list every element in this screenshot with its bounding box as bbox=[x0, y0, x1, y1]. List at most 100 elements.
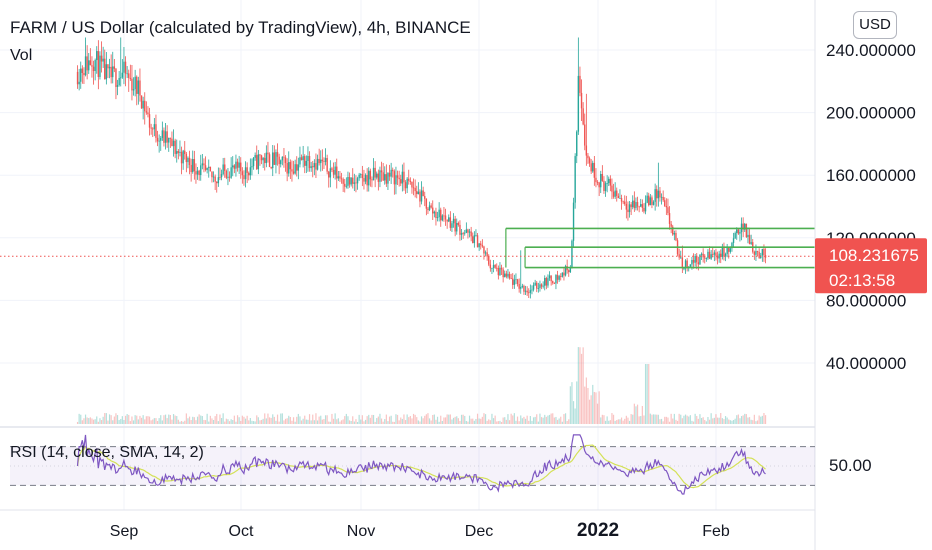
volume-bar bbox=[676, 420, 679, 424]
volume-bar bbox=[529, 416, 531, 424]
rsi-label: RSI (14, close, SMA, 14, 2) bbox=[10, 444, 204, 461]
candle-body bbox=[681, 257, 684, 269]
volume-bar bbox=[264, 413, 266, 424]
candle-body bbox=[275, 152, 277, 165]
candle bbox=[569, 265, 572, 273]
volume-bar bbox=[596, 403, 599, 424]
candle bbox=[646, 192, 648, 204]
candle bbox=[300, 154, 303, 161]
volume-bar bbox=[566, 421, 568, 424]
candle bbox=[155, 114, 157, 143]
last-price-badge: 108.231675 02:13:58 bbox=[815, 238, 927, 294]
candle-body bbox=[648, 195, 650, 206]
candle-body bbox=[163, 130, 165, 143]
candle bbox=[622, 200, 624, 205]
candle bbox=[188, 150, 191, 175]
volume-bar bbox=[115, 413, 117, 424]
candle bbox=[713, 250, 716, 262]
candle bbox=[387, 172, 389, 190]
volume-bar bbox=[494, 415, 496, 424]
volume-bar bbox=[364, 419, 367, 424]
rsi-legend: RSI (14, close, SMA, 14, 2) bbox=[10, 444, 204, 462]
candle-body bbox=[608, 178, 610, 184]
candle-body bbox=[510, 278, 512, 279]
candle bbox=[262, 157, 264, 168]
candle-body bbox=[424, 196, 426, 199]
candle-body bbox=[112, 66, 114, 78]
candle-body bbox=[358, 174, 360, 179]
candle-body bbox=[686, 260, 688, 268]
volume-bar bbox=[552, 413, 554, 424]
volume-bar bbox=[636, 404, 639, 424]
candle-body bbox=[432, 207, 434, 214]
candle bbox=[147, 106, 149, 118]
candle bbox=[758, 248, 760, 259]
volume-bar bbox=[283, 420, 285, 424]
candle-body bbox=[216, 181, 218, 184]
time-tick-label: Dec bbox=[465, 523, 493, 540]
volume-bar bbox=[716, 417, 719, 424]
candle-body bbox=[492, 265, 495, 268]
candle bbox=[417, 182, 420, 195]
candle bbox=[201, 154, 204, 170]
volume-bar bbox=[337, 418, 339, 424]
candle bbox=[91, 56, 93, 78]
candle bbox=[104, 49, 106, 80]
candle bbox=[209, 166, 212, 172]
candle bbox=[179, 140, 181, 157]
candle-body bbox=[283, 156, 285, 158]
candle bbox=[281, 156, 284, 166]
volume-bar bbox=[196, 416, 199, 424]
candle bbox=[504, 270, 506, 278]
volume-bar bbox=[116, 415, 119, 424]
candle-body bbox=[302, 156, 304, 161]
volume-bar bbox=[660, 418, 663, 424]
volume-bar bbox=[667, 417, 669, 424]
volume-bar bbox=[736, 415, 738, 424]
time-tick-label: 2022 bbox=[577, 520, 619, 541]
candle-body bbox=[548, 275, 551, 279]
volume-bar bbox=[612, 414, 615, 424]
candle-body bbox=[731, 242, 733, 249]
volume-bar bbox=[753, 414, 755, 424]
candle-body bbox=[616, 190, 618, 196]
candle-body bbox=[334, 166, 336, 175]
volume-bar bbox=[452, 417, 455, 424]
candle-body bbox=[524, 290, 527, 292]
volume-bar bbox=[721, 418, 723, 424]
candle-body bbox=[614, 190, 616, 197]
volume-bar bbox=[289, 416, 291, 424]
candle-body bbox=[156, 137, 159, 142]
candle bbox=[705, 257, 708, 262]
candle-body bbox=[572, 202, 575, 241]
candle bbox=[220, 169, 223, 181]
candle bbox=[531, 285, 533, 295]
candle bbox=[169, 137, 172, 148]
candle-body bbox=[540, 284, 543, 287]
candle-body bbox=[451, 223, 453, 228]
volume-bar bbox=[585, 377, 587, 424]
volume-bar bbox=[473, 420, 475, 424]
candle-body bbox=[262, 157, 264, 161]
volume-bar bbox=[454, 416, 456, 424]
candle-body bbox=[360, 174, 362, 176]
volume-bar bbox=[540, 417, 543, 424]
volume-bar bbox=[318, 416, 320, 424]
currency-button[interactable]: USD bbox=[853, 11, 897, 39]
candle-body bbox=[104, 58, 106, 80]
candle-body bbox=[667, 207, 669, 214]
volume-bar bbox=[276, 414, 279, 424]
volume-bar bbox=[332, 418, 335, 424]
volume-bar bbox=[512, 415, 514, 424]
volume-bar bbox=[702, 417, 704, 424]
candle bbox=[297, 157, 300, 180]
volume-bar bbox=[206, 413, 208, 424]
candle bbox=[190, 158, 192, 182]
volume-bar bbox=[665, 416, 667, 424]
volume-bar bbox=[432, 414, 434, 424]
candle bbox=[233, 164, 236, 174]
candle bbox=[756, 250, 759, 257]
candle-body bbox=[89, 60, 92, 66]
rsi-axis-value: 50.00 bbox=[829, 456, 872, 475]
